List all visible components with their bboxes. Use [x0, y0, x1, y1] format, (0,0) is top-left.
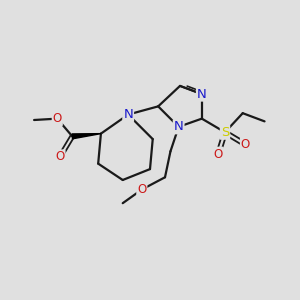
Text: O: O [241, 138, 250, 151]
Text: O: O [52, 112, 62, 125]
Text: N: N [174, 120, 184, 133]
Polygon shape [72, 134, 101, 139]
Text: S: S [221, 126, 229, 139]
Text: O: O [56, 150, 64, 163]
Text: N: N [123, 108, 133, 121]
Text: O: O [137, 183, 146, 196]
Text: O: O [214, 148, 223, 160]
Text: N: N [197, 88, 207, 100]
